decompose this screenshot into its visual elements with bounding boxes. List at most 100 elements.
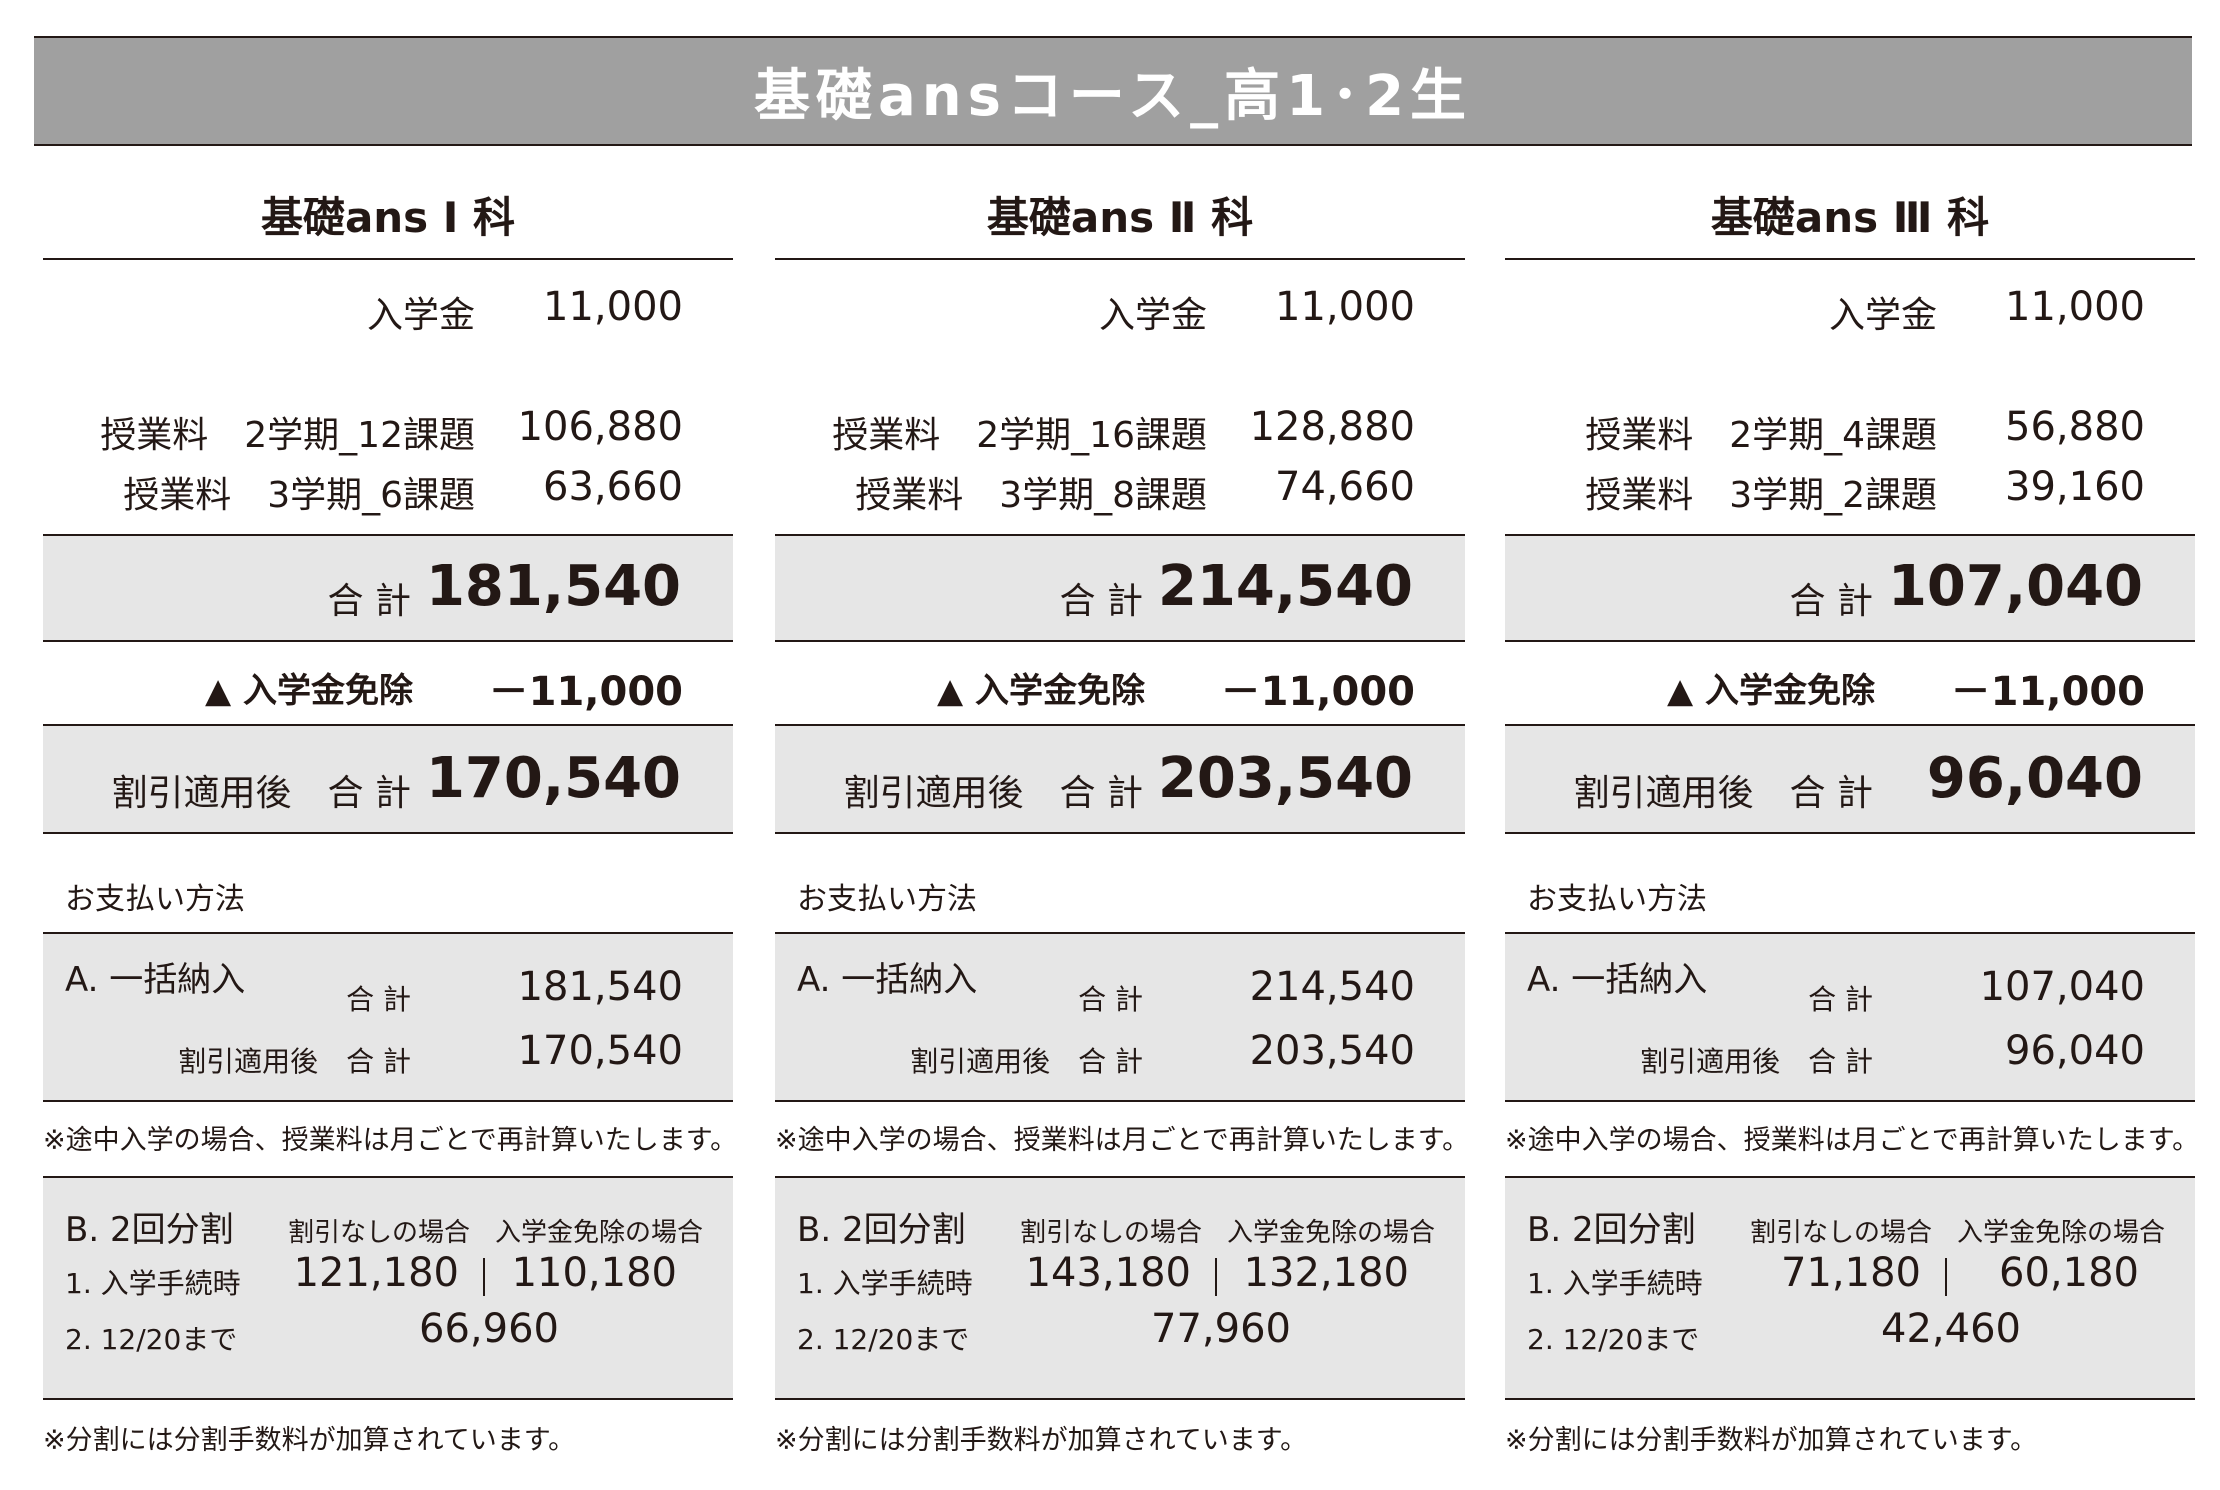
midway-enrollment-note: ※途中入学の場合、授業料は月ごとで再計算いたします。 [1505, 1125, 2200, 1156]
tuition-term2-label: 授業料 2学期_4課題 [1585, 415, 1937, 456]
payment-method-heading: お支払い方法 [797, 882, 977, 917]
total-label: 合 計 [1789, 581, 1873, 622]
installment-row1-exempt: 110,180 [511, 1250, 677, 1296]
exemption-value: －11,000 [1220, 669, 1415, 715]
divider [43, 258, 733, 260]
exemption-value: －11,000 [488, 669, 683, 715]
lump-total-label: 合 計 [346, 983, 411, 1016]
lump-sum-box: A. 一括納入 合 計 181,540 割引適用後 合 計 170,540 [43, 932, 733, 1102]
lump-sum-box: A. 一括納入 合 計 214,540 割引適用後 合 計 203,540 [775, 932, 1465, 1102]
tuition-term3-label: 授業料 3学期_2課題 [1585, 475, 1937, 516]
course-title: 基礎ansコース_高1･2生 [753, 63, 1473, 129]
installment-title: B. 2回分割 [1527, 1210, 1696, 1250]
column-title: 基礎ans Ⅰ 科 [260, 193, 516, 242]
total-label: 合 計 [1059, 581, 1143, 622]
installment-row2-value: 77,960 [1151, 1306, 1291, 1352]
admission-label: 入学金 [1098, 295, 1207, 336]
discount-total-label: 割引適用後 合 計 [1573, 773, 1873, 814]
lump-discount-label: 割引適用後 合 計 [178, 1045, 411, 1078]
installment-row2-value: 42,460 [1881, 1306, 2021, 1352]
admission-value: 11,000 [2005, 284, 2145, 330]
admission-label: 入学金 [1828, 295, 1937, 336]
installment-box: B. 2回分割 割引なしの場合 入学金免除の場合 1. 入学手続時 71,180… [1505, 1176, 2195, 1400]
total-value: 181,540 [425, 554, 681, 619]
installment-row1-label: 1. 入学手続時 [797, 1267, 973, 1300]
exemption-value: －11,000 [1950, 669, 2145, 715]
lump-total-value: 214,540 [1249, 964, 1415, 1010]
installment-row1-no-discount: 143,180 [1025, 1250, 1191, 1296]
lump-total-value: 181,540 [517, 964, 683, 1010]
lump-sum-title: A. 一括納入 [1527, 960, 1708, 1000]
tuition-term2-value: 106,880 [517, 404, 683, 450]
discount-total-row: 割引適用後 合 計 203,540 [775, 724, 1465, 834]
installment-row1-no-discount: 121,180 [293, 1250, 459, 1296]
tuition-term2-label: 授業料 2学期_16課題 [832, 415, 1207, 456]
discount-total-label: 割引適用後 合 計 [111, 773, 411, 814]
discount-total-label: 割引適用後 合 計 [843, 773, 1143, 814]
installment-fee-note: ※分割には分割手数料が加算されています。 [43, 1425, 576, 1456]
lump-total-value: 107,040 [1979, 964, 2145, 1010]
course-banner: 基礎ansコース_高1･2生 [34, 36, 2192, 146]
value-separator [1215, 1258, 1217, 1296]
exemption-label: ▲ 入学金免除 [1667, 671, 1875, 711]
installment-row1-label: 1. 入学手続時 [65, 1267, 241, 1300]
installment-row1-no-discount: 71,180 [1781, 1250, 1921, 1296]
installment-fee-note: ※分割には分割手数料が加算されています。 [775, 1425, 1308, 1456]
admission-value: 11,000 [1275, 284, 1415, 330]
column-title: 基礎ans Ⅲ 科 [1710, 193, 1990, 242]
value-separator [483, 1258, 485, 1296]
installment-fee-note: ※分割には分割手数料が加算されています。 [1505, 1425, 2038, 1456]
tuition-term2-value: 128,880 [1249, 404, 1415, 450]
total-value: 107,040 [1887, 554, 2143, 619]
tuition-term2-value: 56,880 [2005, 404, 2145, 450]
installment-title: B. 2回分割 [65, 1210, 234, 1250]
exemption-label: ▲ 入学金免除 [937, 671, 1145, 711]
installment-row1-exempt: 132,180 [1243, 1250, 1409, 1296]
total-row: 合 計 214,540 [775, 534, 1465, 642]
lump-total-label: 合 計 [1808, 983, 1873, 1016]
discount-total-value: 203,540 [1157, 746, 1413, 811]
midway-enrollment-note: ※途中入学の場合、授業料は月ごとで再計算いたします。 [775, 1125, 1470, 1156]
tuition-term3-value: 74,660 [1275, 464, 1415, 510]
installment-row1-label: 1. 入学手続時 [1527, 1267, 1703, 1300]
total-value: 214,540 [1157, 554, 1413, 619]
installment-no-discount-header: 割引なしの場合 [288, 1218, 471, 1248]
lump-discount-value: 96,040 [2005, 1028, 2145, 1074]
discount-total-value: 170,540 [425, 746, 681, 811]
lump-sum-box: A. 一括納入 合 計 107,040 割引適用後 合 計 96,040 [1505, 932, 2195, 1102]
installment-row1-exempt: 60,180 [1999, 1250, 2139, 1296]
installment-no-discount-header: 割引なしの場合 [1020, 1218, 1203, 1248]
divider [1505, 258, 2195, 260]
course-column-3: 基礎ans Ⅲ 科 入学金 11,000 授業料 2学期_4課題 56,880 … [1505, 146, 2199, 1490]
installment-row2-value: 66,960 [419, 1306, 559, 1352]
lump-sum-title: A. 一括納入 [797, 960, 978, 1000]
installment-no-discount-header: 割引なしの場合 [1750, 1218, 1933, 1248]
course-column-1: 基礎ans Ⅰ 科 入学金 11,000 授業料 2学期_12課題 106,88… [43, 146, 737, 1490]
tuition-term3-value: 39,160 [2005, 464, 2145, 510]
installment-exempt-header: 入学金免除の場合 [1957, 1218, 2166, 1248]
lump-discount-value: 170,540 [517, 1028, 683, 1074]
column-title: 基礎ans Ⅱ 科 [986, 193, 1254, 242]
exemption-label: ▲ 入学金免除 [205, 671, 413, 711]
tuition-term3-value: 63,660 [543, 464, 683, 510]
tuition-term3-label: 授業料 3学期_8課題 [855, 475, 1207, 516]
total-row: 合 計 181,540 [43, 534, 733, 642]
total-label: 合 計 [327, 581, 411, 622]
tuition-term3-label: 授業料 3学期_6課題 [123, 475, 475, 516]
admission-value: 11,000 [543, 284, 683, 330]
installment-row2-label: 2. 12/20まで [65, 1323, 238, 1356]
installment-exempt-header: 入学金免除の場合 [495, 1218, 704, 1248]
admission-label: 入学金 [366, 295, 475, 336]
lump-discount-label: 割引適用後 合 計 [910, 1045, 1143, 1078]
discount-total-row: 割引適用後 合 計 170,540 [43, 724, 733, 834]
divider [775, 258, 1465, 260]
lump-discount-value: 203,540 [1249, 1028, 1415, 1074]
lump-sum-title: A. 一括納入 [65, 960, 246, 1000]
discount-total-row: 割引適用後 合 計 96,040 [1505, 724, 2195, 834]
payment-method-heading: お支払い方法 [65, 882, 245, 917]
lump-total-label: 合 計 [1078, 983, 1143, 1016]
tuition-term2-label: 授業料 2学期_12課題 [100, 415, 475, 456]
installment-row2-label: 2. 12/20まで [797, 1323, 970, 1356]
installment-box: B. 2回分割 割引なしの場合 入学金免除の場合 1. 入学手続時 143,18… [775, 1176, 1465, 1400]
discount-total-value: 96,040 [1926, 746, 2143, 811]
